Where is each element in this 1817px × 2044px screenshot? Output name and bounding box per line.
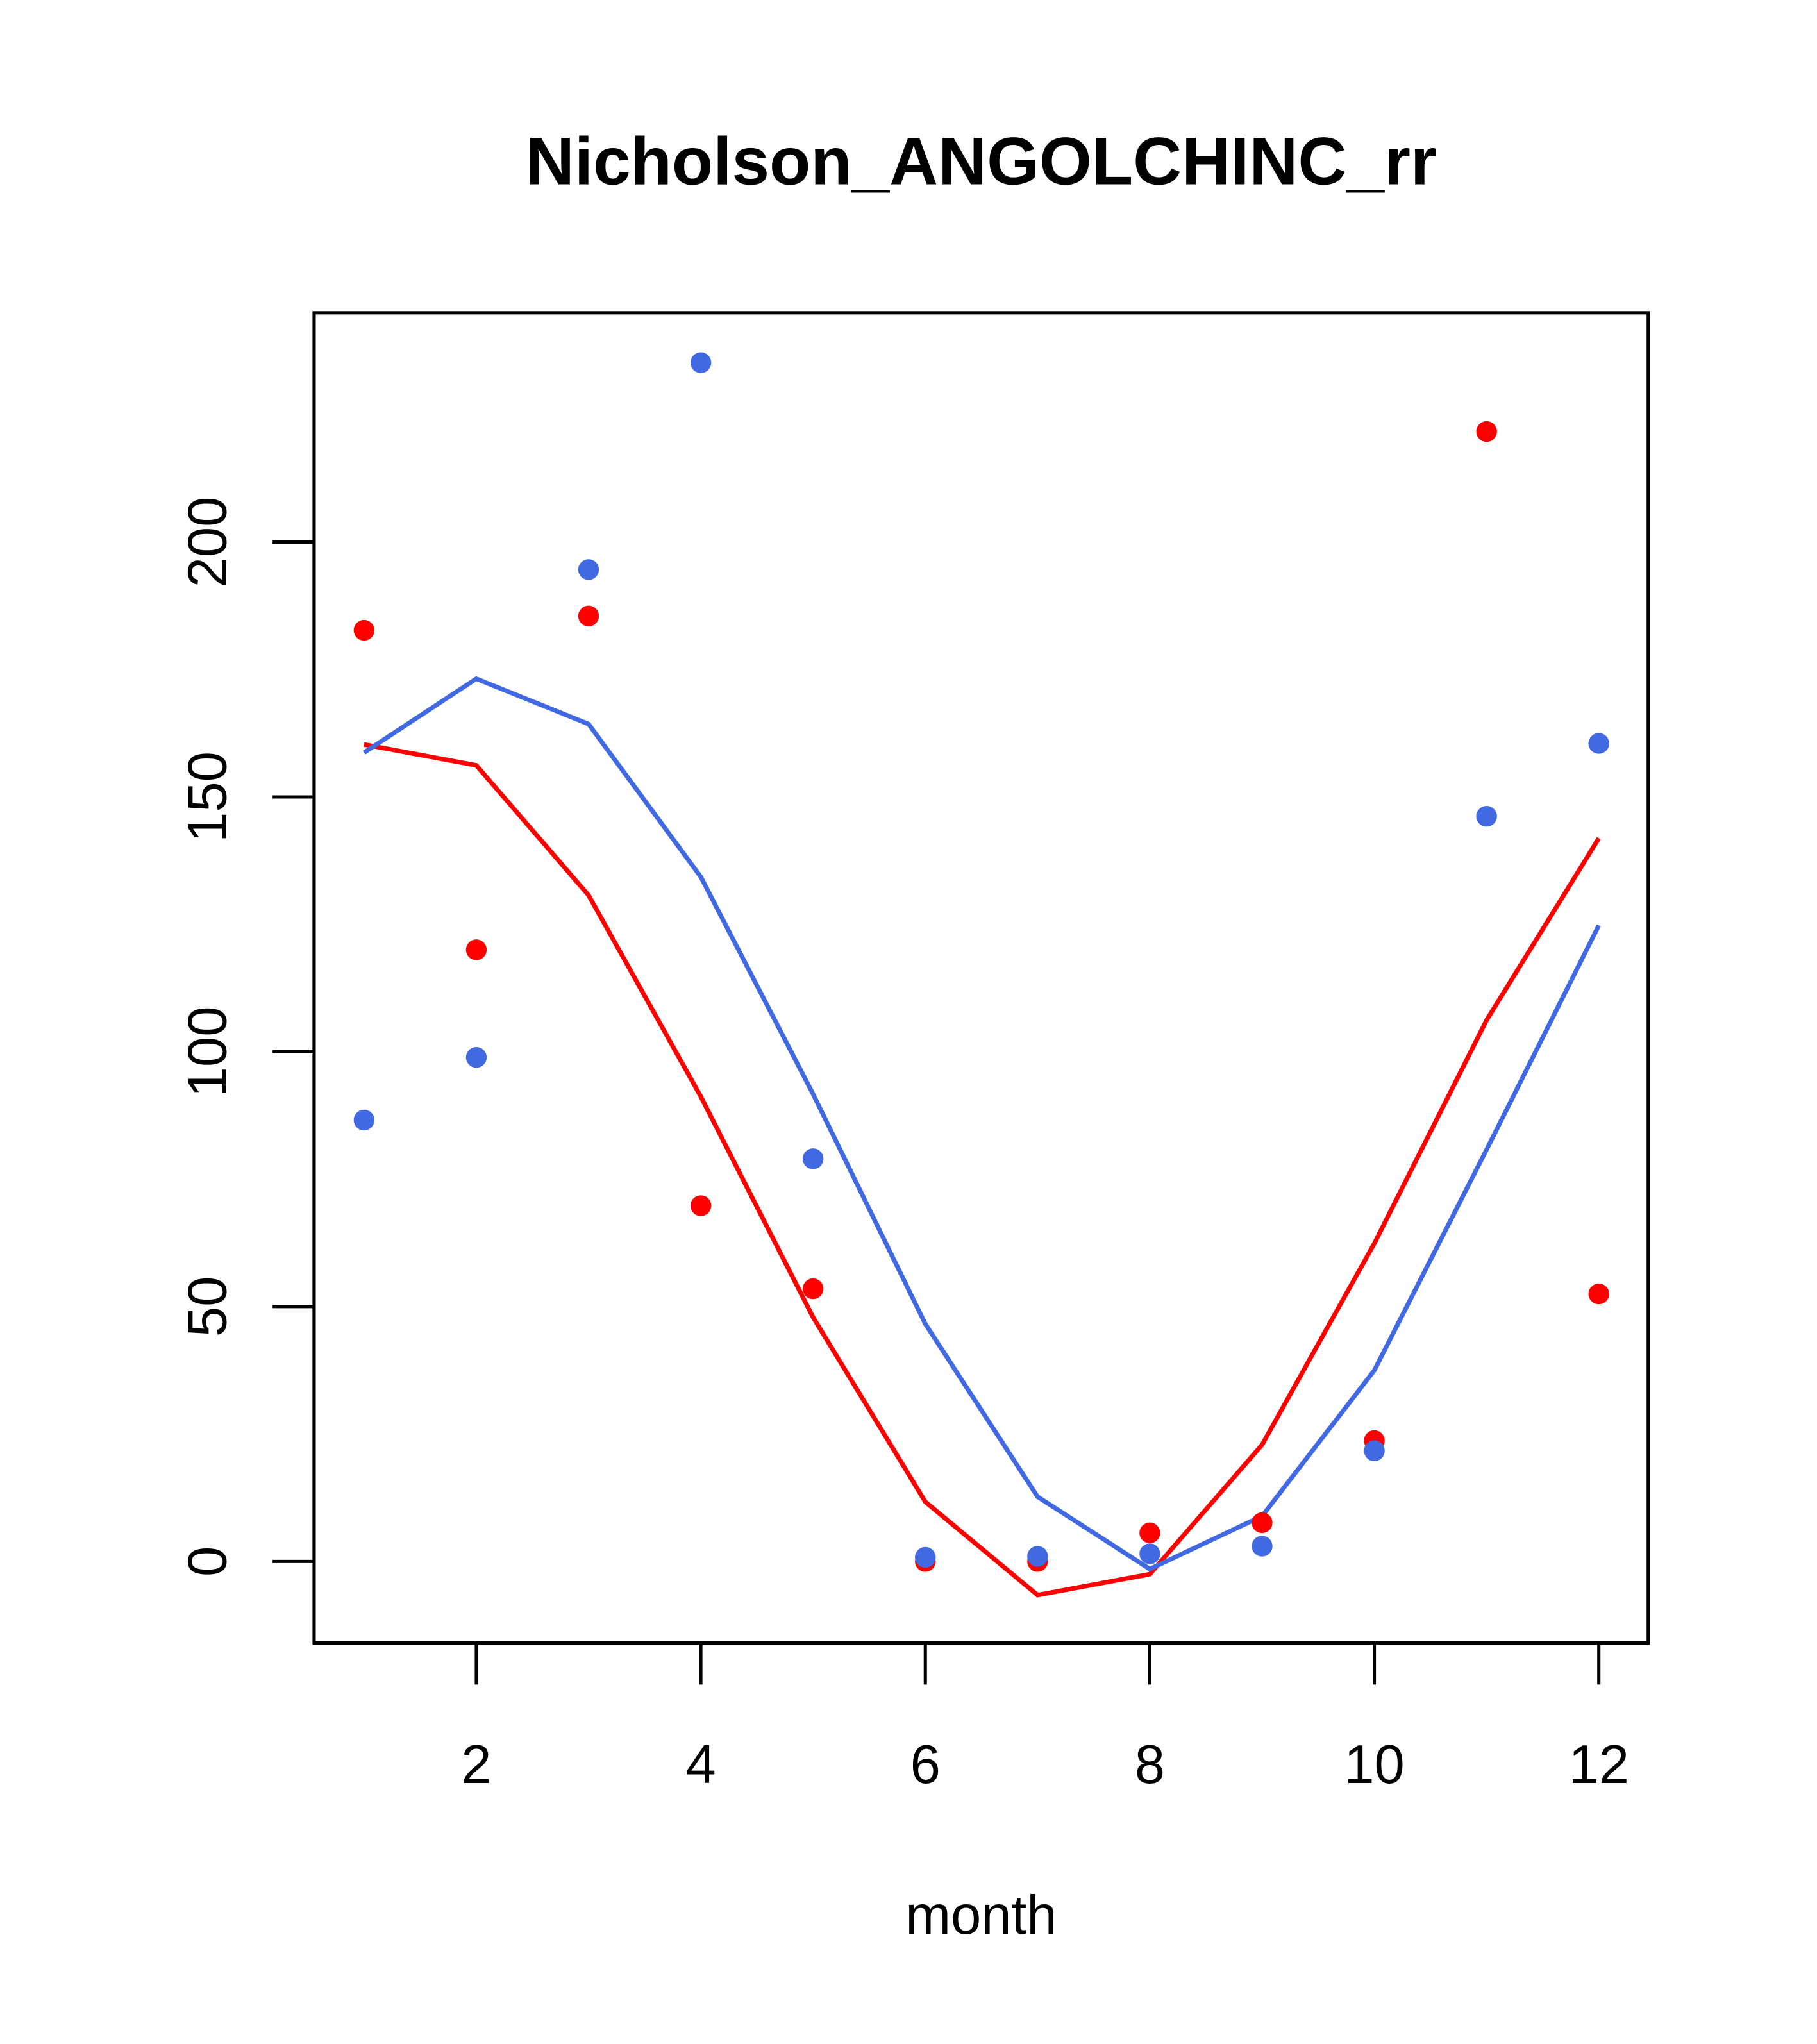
y-tick-label: 150: [177, 751, 238, 842]
x-tick-label: 6: [910, 1734, 941, 1795]
red-points-point: [1252, 1512, 1273, 1534]
blue-points-point: [690, 352, 712, 373]
red-points-point: [353, 619, 375, 641]
blue-fit-line: [362, 676, 1601, 1572]
x-tick-label: 8: [1135, 1734, 1165, 1795]
red-points-point: [802, 1278, 824, 1300]
chart-title: Nicholson_ANGOLCHINC_rr: [526, 124, 1437, 199]
x-tick-label: 2: [461, 1734, 491, 1795]
blue-points-point: [465, 1046, 487, 1068]
blue-points-point: [1027, 1546, 1048, 1567]
blue-points-point: [802, 1148, 824, 1169]
y-tick-label: 100: [177, 1007, 238, 1098]
blue-points-point: [578, 559, 599, 580]
blue-points-point: [1139, 1543, 1160, 1564]
red-points-point: [1588, 1283, 1609, 1305]
red-points-point: [578, 605, 599, 626]
x-tick-label: 12: [1568, 1734, 1629, 1795]
y-tick-label: 0: [177, 1546, 238, 1577]
red-points-point: [1476, 421, 1497, 442]
blue-points-point: [1476, 805, 1497, 827]
red-points-point: [1139, 1522, 1160, 1544]
blue-points-point: [1252, 1536, 1273, 1557]
x-tick-label: 4: [685, 1734, 716, 1795]
red-points-point: [690, 1195, 712, 1216]
red-fit-line: [364, 742, 1601, 1598]
x-axis-label: month: [905, 1885, 1057, 1946]
red-points-point: [465, 939, 487, 960]
x-tick-label: 10: [1344, 1734, 1405, 1795]
blue-points-point: [1364, 1440, 1385, 1462]
blue-points-point: [353, 1109, 375, 1131]
blue-points-point: [915, 1546, 936, 1568]
y-tick-label: 50: [177, 1277, 238, 1337]
blue-points-point: [1588, 733, 1609, 754]
plot-frame: [312, 311, 1650, 1645]
y-tick-label: 200: [177, 497, 238, 588]
